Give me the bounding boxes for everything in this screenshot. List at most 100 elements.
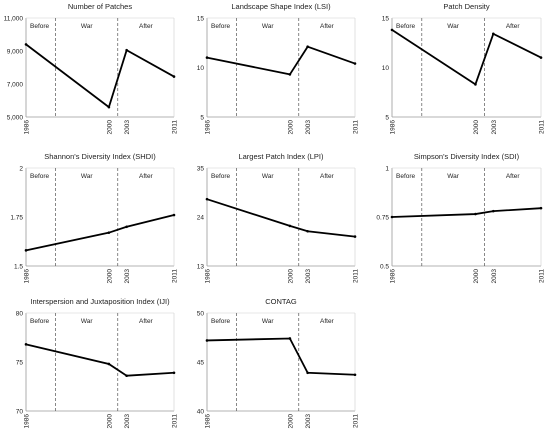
- x-tick-label: 1986: [24, 414, 31, 429]
- y-tick-label: 35: [197, 166, 205, 173]
- data-point: [125, 48, 128, 52]
- x-tick-label: 2000: [287, 414, 294, 429]
- y-tick-label: 13: [197, 264, 205, 271]
- data-point: [107, 362, 111, 366]
- chart-panel: Number of Patches Before War After 5,000 7,00…: [4, 2, 179, 134]
- period-label-after: After: [139, 23, 154, 30]
- y-tick-label: 24: [197, 215, 205, 222]
- chart-title: Largest Patch Index (LPI): [238, 152, 324, 161]
- x-tick-label: 2003: [124, 269, 131, 284]
- y-tick-label: 11,000: [4, 16, 24, 23]
- y-tick-label: 2: [19, 166, 23, 173]
- data-point: [24, 249, 28, 252]
- x-tick-label: 1986: [205, 120, 212, 135]
- x-tick-label: 2000: [287, 120, 294, 135]
- chart-title: Number of Patches: [68, 2, 132, 11]
- chart-panel: Shannon's Diversity Index (SHDI) Before Wa…: [10, 152, 178, 283]
- series-line: [25, 214, 175, 252]
- series-line: [25, 43, 175, 109]
- series-line: [206, 45, 356, 76]
- data-point: [205, 197, 209, 201]
- x-tick-label: 2011: [539, 269, 546, 283]
- chart-title: Simpson's Diversity Index (SDI): [414, 152, 520, 161]
- data-point: [306, 45, 309, 49]
- series-line: [391, 207, 542, 218]
- x-tick-label: 2000: [473, 120, 480, 135]
- x-tick-label: 2011: [172, 269, 179, 283]
- data-point: [474, 83, 477, 86]
- x-tick-label: 2000: [473, 269, 480, 284]
- x-tick-label: 2000: [106, 120, 113, 135]
- series-line: [25, 343, 175, 377]
- y-tick-label: 1: [385, 166, 389, 173]
- x-tick-label: 2003: [305, 120, 312, 135]
- y-tick-label: 10: [382, 65, 390, 72]
- y-tick-label: 5,000: [7, 115, 24, 122]
- data-point: [288, 73, 292, 76]
- period-label-before: Before: [30, 318, 50, 325]
- data-point: [353, 373, 357, 377]
- period-label-after: After: [506, 173, 521, 180]
- period-label-war: War: [447, 173, 460, 180]
- y-tick-label: 9,000: [7, 49, 24, 56]
- chart-panel: Patch Density Before War After 5 10 15 1986 2000…: [382, 2, 546, 134]
- chart-panel: Largest Patch Index (LPI) Before War After 1…: [197, 152, 360, 283]
- x-tick-label: 1986: [24, 269, 31, 284]
- x-tick-label: 2003: [124, 414, 131, 429]
- chart-title: Patch Density: [443, 2, 490, 11]
- x-tick-label: 2003: [305, 414, 312, 429]
- data-point: [353, 62, 357, 65]
- data-point: [24, 43, 28, 46]
- period-label-before: Before: [30, 173, 50, 180]
- data-point: [390, 215, 394, 219]
- x-tick-label: 1986: [24, 120, 31, 135]
- x-tick-label: 1986: [205, 269, 212, 284]
- chart-title: CONTAG: [265, 297, 297, 306]
- chart-panel: Simpson's Diversity Index (SDI) Before War…: [376, 152, 545, 283]
- chart-panel: Interspersion and Juxtaposition Index (I…: [16, 297, 179, 428]
- chart-panel: Landscape Shape Index (LSI) Before War Afte…: [197, 2, 360, 134]
- y-tick-label: 15: [382, 16, 390, 23]
- x-tick-label: 2011: [353, 414, 360, 428]
- data-point: [306, 371, 309, 375]
- data-point: [172, 75, 176, 78]
- period-label-after: After: [139, 173, 154, 180]
- data-point: [288, 337, 292, 340]
- x-tick-label: 2011: [353, 269, 360, 283]
- x-tick-label: 2011: [539, 120, 546, 134]
- data-point: [172, 371, 176, 375]
- x-tick-label: 1986: [390, 269, 397, 284]
- period-label-before: Before: [211, 23, 231, 30]
- period-label-war: War: [81, 173, 94, 180]
- x-tick-label: 2011: [353, 120, 360, 134]
- data-point: [492, 32, 495, 36]
- data-point: [125, 374, 128, 378]
- period-label-war: War: [447, 23, 460, 30]
- y-tick-label: 5: [385, 115, 389, 122]
- y-tick-label: 40: [197, 409, 205, 416]
- period-label-war: War: [262, 318, 275, 325]
- series-line: [391, 29, 542, 86]
- y-tick-label: 15: [197, 16, 205, 23]
- period-label-war: War: [81, 23, 94, 30]
- chart-title: Landscape Shape Index (LSI): [231, 2, 331, 11]
- y-tick-label: 80: [16, 311, 24, 318]
- x-tick-label: 2003: [491, 269, 498, 284]
- y-tick-label: 0.75: [376, 215, 389, 222]
- data-point: [288, 224, 292, 228]
- period-label-before: Before: [30, 23, 50, 30]
- x-tick-label: 2003: [305, 269, 312, 284]
- y-tick-label: 70: [16, 409, 24, 416]
- y-tick-label: 5: [200, 115, 204, 122]
- x-tick-label: 2011: [172, 414, 179, 428]
- chart-panel: CONTAG Before War After 40 45 50 1986 2000 2003 20…: [197, 297, 360, 428]
- data-point: [125, 225, 128, 229]
- period-label-before: Before: [211, 318, 231, 325]
- x-tick-label: 2000: [106, 269, 113, 284]
- period-label-war: War: [262, 173, 275, 180]
- data-point: [24, 343, 28, 346]
- y-tick-label: 1.5: [14, 264, 23, 271]
- series-line: [206, 337, 356, 376]
- chart-title: Shannon's Diversity Index (SHDI): [44, 152, 156, 161]
